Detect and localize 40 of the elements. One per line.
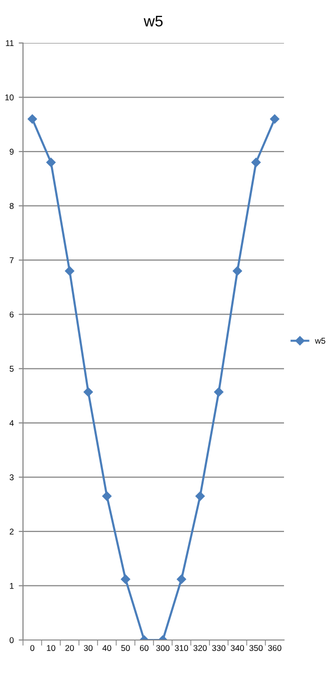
y-tick-label: 8 xyxy=(10,203,14,209)
x-tick-label: 350 xyxy=(249,645,263,651)
y-tick-label: 0 xyxy=(10,637,14,644)
point xyxy=(28,114,37,124)
x-tick-label: 310 xyxy=(174,645,188,651)
y-tick-label: 6 xyxy=(10,312,14,318)
point xyxy=(102,492,112,501)
point xyxy=(270,114,280,124)
x-tick-label: 330 xyxy=(212,645,226,651)
y-tick-label: 3 xyxy=(10,474,14,480)
y-tick-label: 1 xyxy=(10,583,14,589)
y-tick-label: 10 xyxy=(5,94,14,100)
point xyxy=(46,158,56,168)
y-tick-label: 5 xyxy=(10,366,14,372)
x-tick-label: 0 xyxy=(30,645,34,651)
x-tick-label: 20 xyxy=(65,645,74,651)
x-tick-label: 40 xyxy=(102,645,112,651)
y-tick-label: 2 xyxy=(10,528,14,534)
point xyxy=(176,574,186,584)
point xyxy=(232,266,242,276)
point xyxy=(195,492,205,501)
point xyxy=(120,574,130,584)
y-tick-label: 11 xyxy=(6,40,14,46)
x-tick-label: 320 xyxy=(193,645,207,651)
chart-title: w5 xyxy=(144,16,163,26)
x-tick-label: 340 xyxy=(230,645,244,651)
x-tick-label: 10 xyxy=(46,645,56,651)
x-tick-label: 50 xyxy=(121,645,130,651)
x-tick-label: 60 xyxy=(140,645,148,651)
point xyxy=(251,158,261,168)
y-tick-label: 4 xyxy=(10,420,14,426)
x-tick-label: 300 xyxy=(156,645,170,651)
x-tick-label: 360 xyxy=(268,645,282,651)
point xyxy=(214,387,224,397)
point xyxy=(84,387,93,397)
x-tick-label: 30 xyxy=(84,645,93,651)
legend-label: w5 xyxy=(314,338,326,344)
y-tick-label: 9 xyxy=(10,148,14,155)
y-tick-label: 7 xyxy=(10,257,14,264)
point xyxy=(64,266,74,276)
